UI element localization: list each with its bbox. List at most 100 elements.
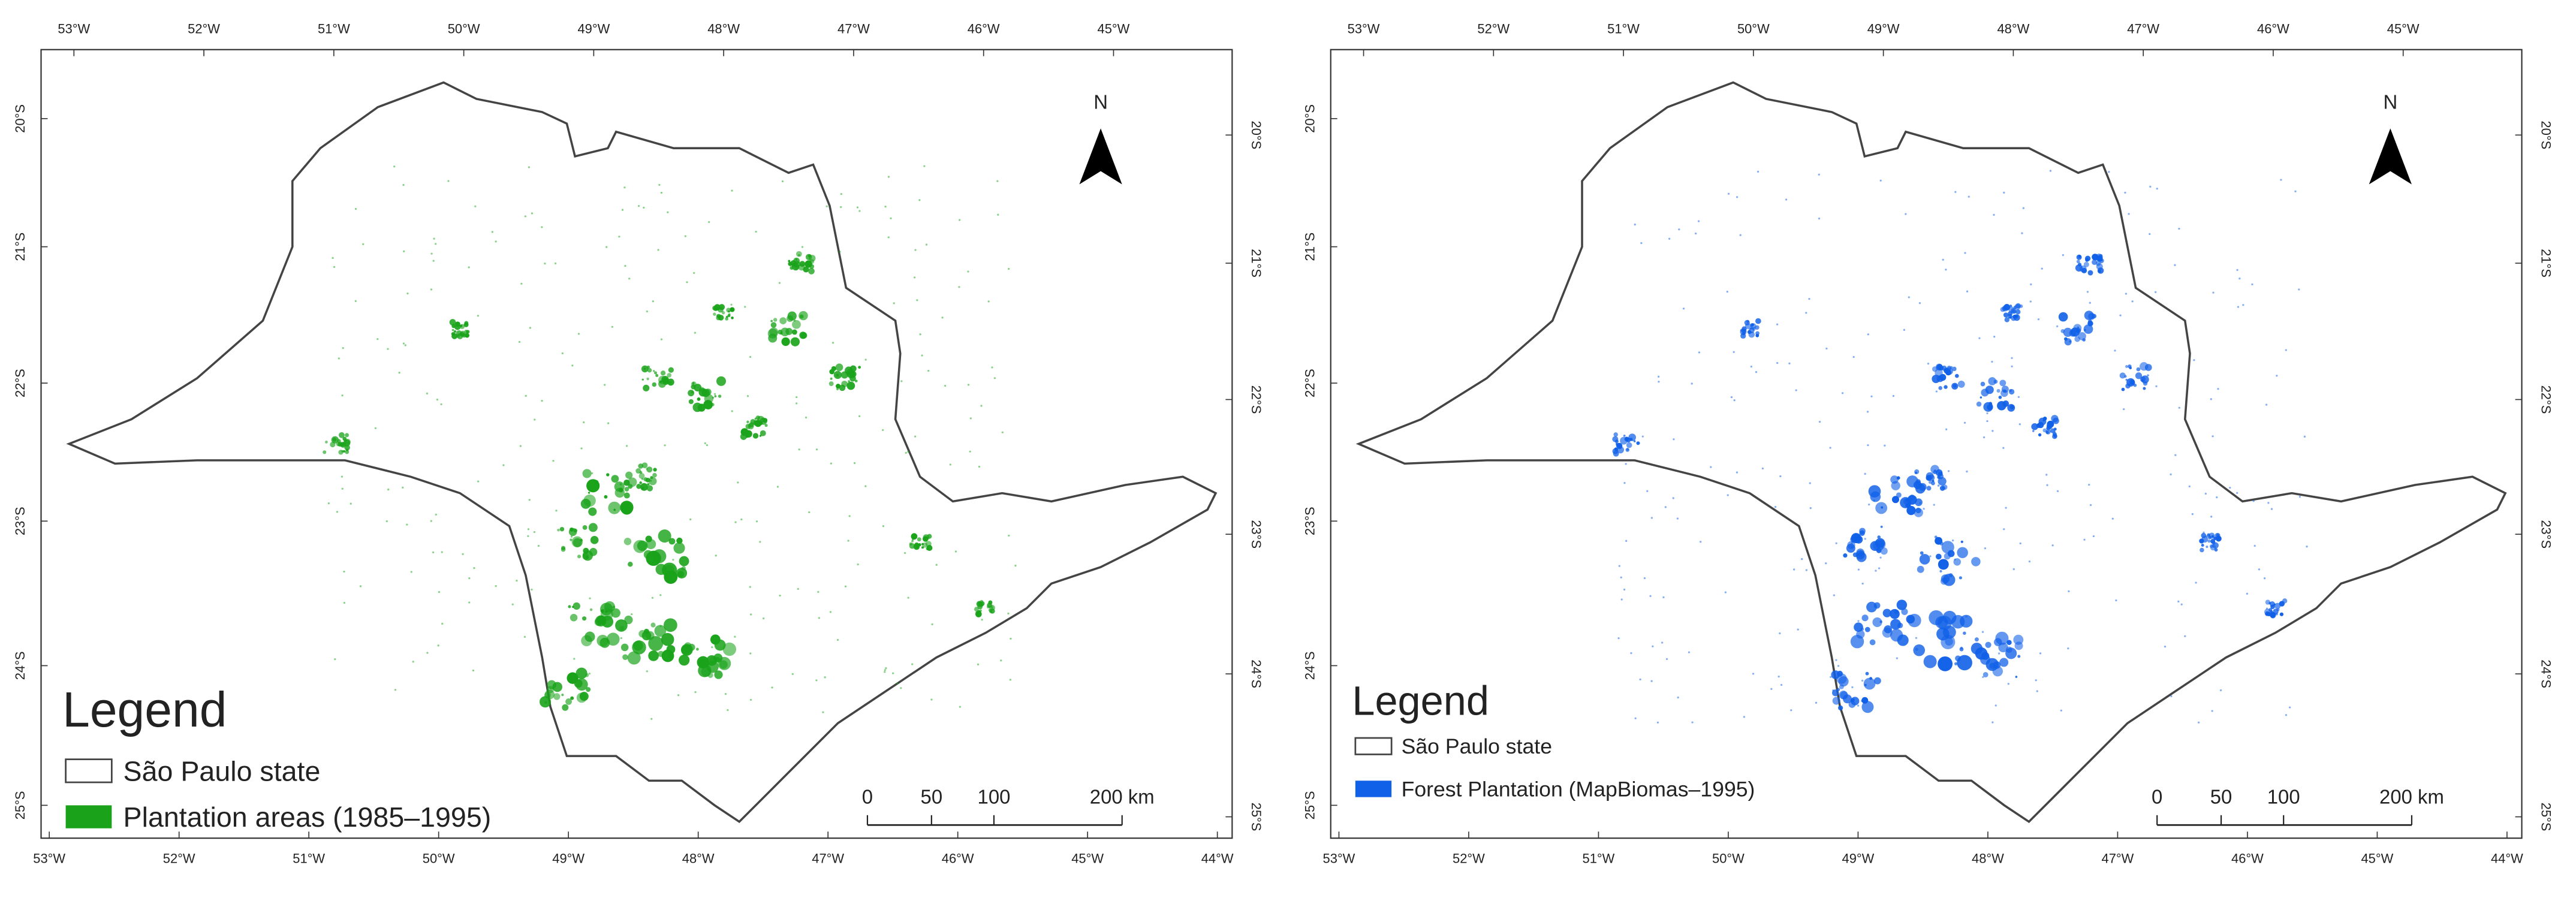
plantation-speck [749,355,752,358]
plantation-speck [2068,590,2070,593]
plantation-speck [1661,641,1664,644]
right-lat-label: 20°S [2538,120,2553,149]
plantation-patch [773,318,778,322]
plantation-speck [1750,365,1753,368]
plantation-speck [2195,581,2197,584]
plantation-speck [1650,680,1653,682]
north-label: N [1093,91,1108,113]
plantation-patch [546,686,555,694]
plantation-patch [1876,548,1882,553]
top-lon-label: 46°W [2257,21,2289,36]
plantation-patch [2052,417,2059,424]
bottom-lon-label: 49°W [1842,851,1875,866]
plantation-speck [2263,577,2266,580]
plantation-speck [2154,291,2157,293]
plantation-speck [890,217,892,219]
plantation-patch [792,263,797,267]
plantation-patch [2083,324,2093,334]
plantation-patch [1974,637,1979,642]
plantation-patch [691,381,697,387]
plantation-speck [2280,179,2282,181]
plantation-patch [2053,434,2057,438]
plantation-speck [2156,188,2158,190]
left-lat-label: 24°S [1302,652,1317,680]
plantation-speck [354,207,357,210]
plantation-speck [495,240,497,243]
plantation-speck [824,676,826,679]
plantation-speck [891,672,894,674]
top-lon-label: 48°W [707,21,740,36]
plantation-patch [652,472,657,478]
plantation-patch [641,487,644,490]
bottom-lon-label: 48°W [682,851,715,866]
plantation-speck [1691,721,1694,724]
plantation-speck [734,521,737,523]
plantation-speck [2108,171,2110,173]
plantation-patch [714,395,717,397]
plantation-patch [614,481,625,492]
plantation-patch [641,378,644,381]
plantation-patch [1998,395,2002,399]
plantation-speck [2114,349,2116,352]
plantation-speck [840,192,843,195]
plantation-patch [854,379,858,382]
plantation-speck [673,580,675,583]
plantation-patch [2268,608,2273,612]
plantation-speck [840,206,842,208]
plantation-speck [571,364,574,367]
plantation-patch [2133,383,2137,387]
plantation-speck [1818,173,1820,176]
plantation-patch [1623,434,1626,437]
plantation-speck [1965,615,1968,618]
plantation-speck [771,686,773,689]
plantation-patch [2045,430,2049,434]
plantation-patch [1881,506,1884,509]
right-lat-label: 25°S [2538,803,2553,831]
plantation-patch [643,477,648,482]
plantation-patch [323,450,327,454]
plantation-patch [573,602,580,610]
left-lat-label: 22°S [1302,369,1317,397]
plantation-speck [1677,696,1679,699]
plantation-patch [606,632,620,646]
map-panel: 53°W 52°W 51°W 50°W 49°W 48°W 47°W 46°W 45°W 53°W… [13,21,1264,866]
plantation-speck [1776,361,1779,364]
plantation-patch [809,264,815,269]
plantation-speck [1878,567,1881,570]
plantation-patch [2008,311,2013,317]
plantation-patch [2074,336,2080,342]
plantation-patch [763,418,768,423]
plantation-patch [646,377,649,381]
plantation-patch [2200,547,2204,553]
plantation-patch [1963,631,1966,635]
plantation-speck [402,183,405,186]
bottom-lon-label: 50°W [1712,851,1745,866]
plantation-speck [441,551,443,553]
scale-label: 100 [978,786,1011,808]
plantation-patch [1614,439,1619,444]
plantation-speck [1777,676,1780,678]
plantation-speck [1668,237,1671,240]
plantation-speck [1870,395,1873,397]
plantation-patch [588,507,597,516]
plantation-patch [582,616,587,621]
plantation-speck [2303,435,2306,438]
plantation-patch [1999,379,2006,387]
plantation-patch [650,622,656,628]
plantation-patch [1890,608,1900,619]
plantation-speck [969,450,971,453]
plantation-speck [749,698,752,701]
plantation-patch [2201,544,2204,547]
plantation-speck [921,354,923,357]
plantation-patch [342,450,346,453]
plantation-patch [330,441,336,448]
plantation-patch [604,495,608,499]
plantation-patch [667,373,672,378]
plantation-patch [1993,661,2001,669]
plantation-speck [2242,304,2244,306]
plantation-speck [1788,362,1791,364]
plantation-speck [2276,375,2278,377]
plantation-patch [1939,541,1944,546]
plantation-patch [588,523,598,532]
plantation-patch [1960,614,1973,628]
